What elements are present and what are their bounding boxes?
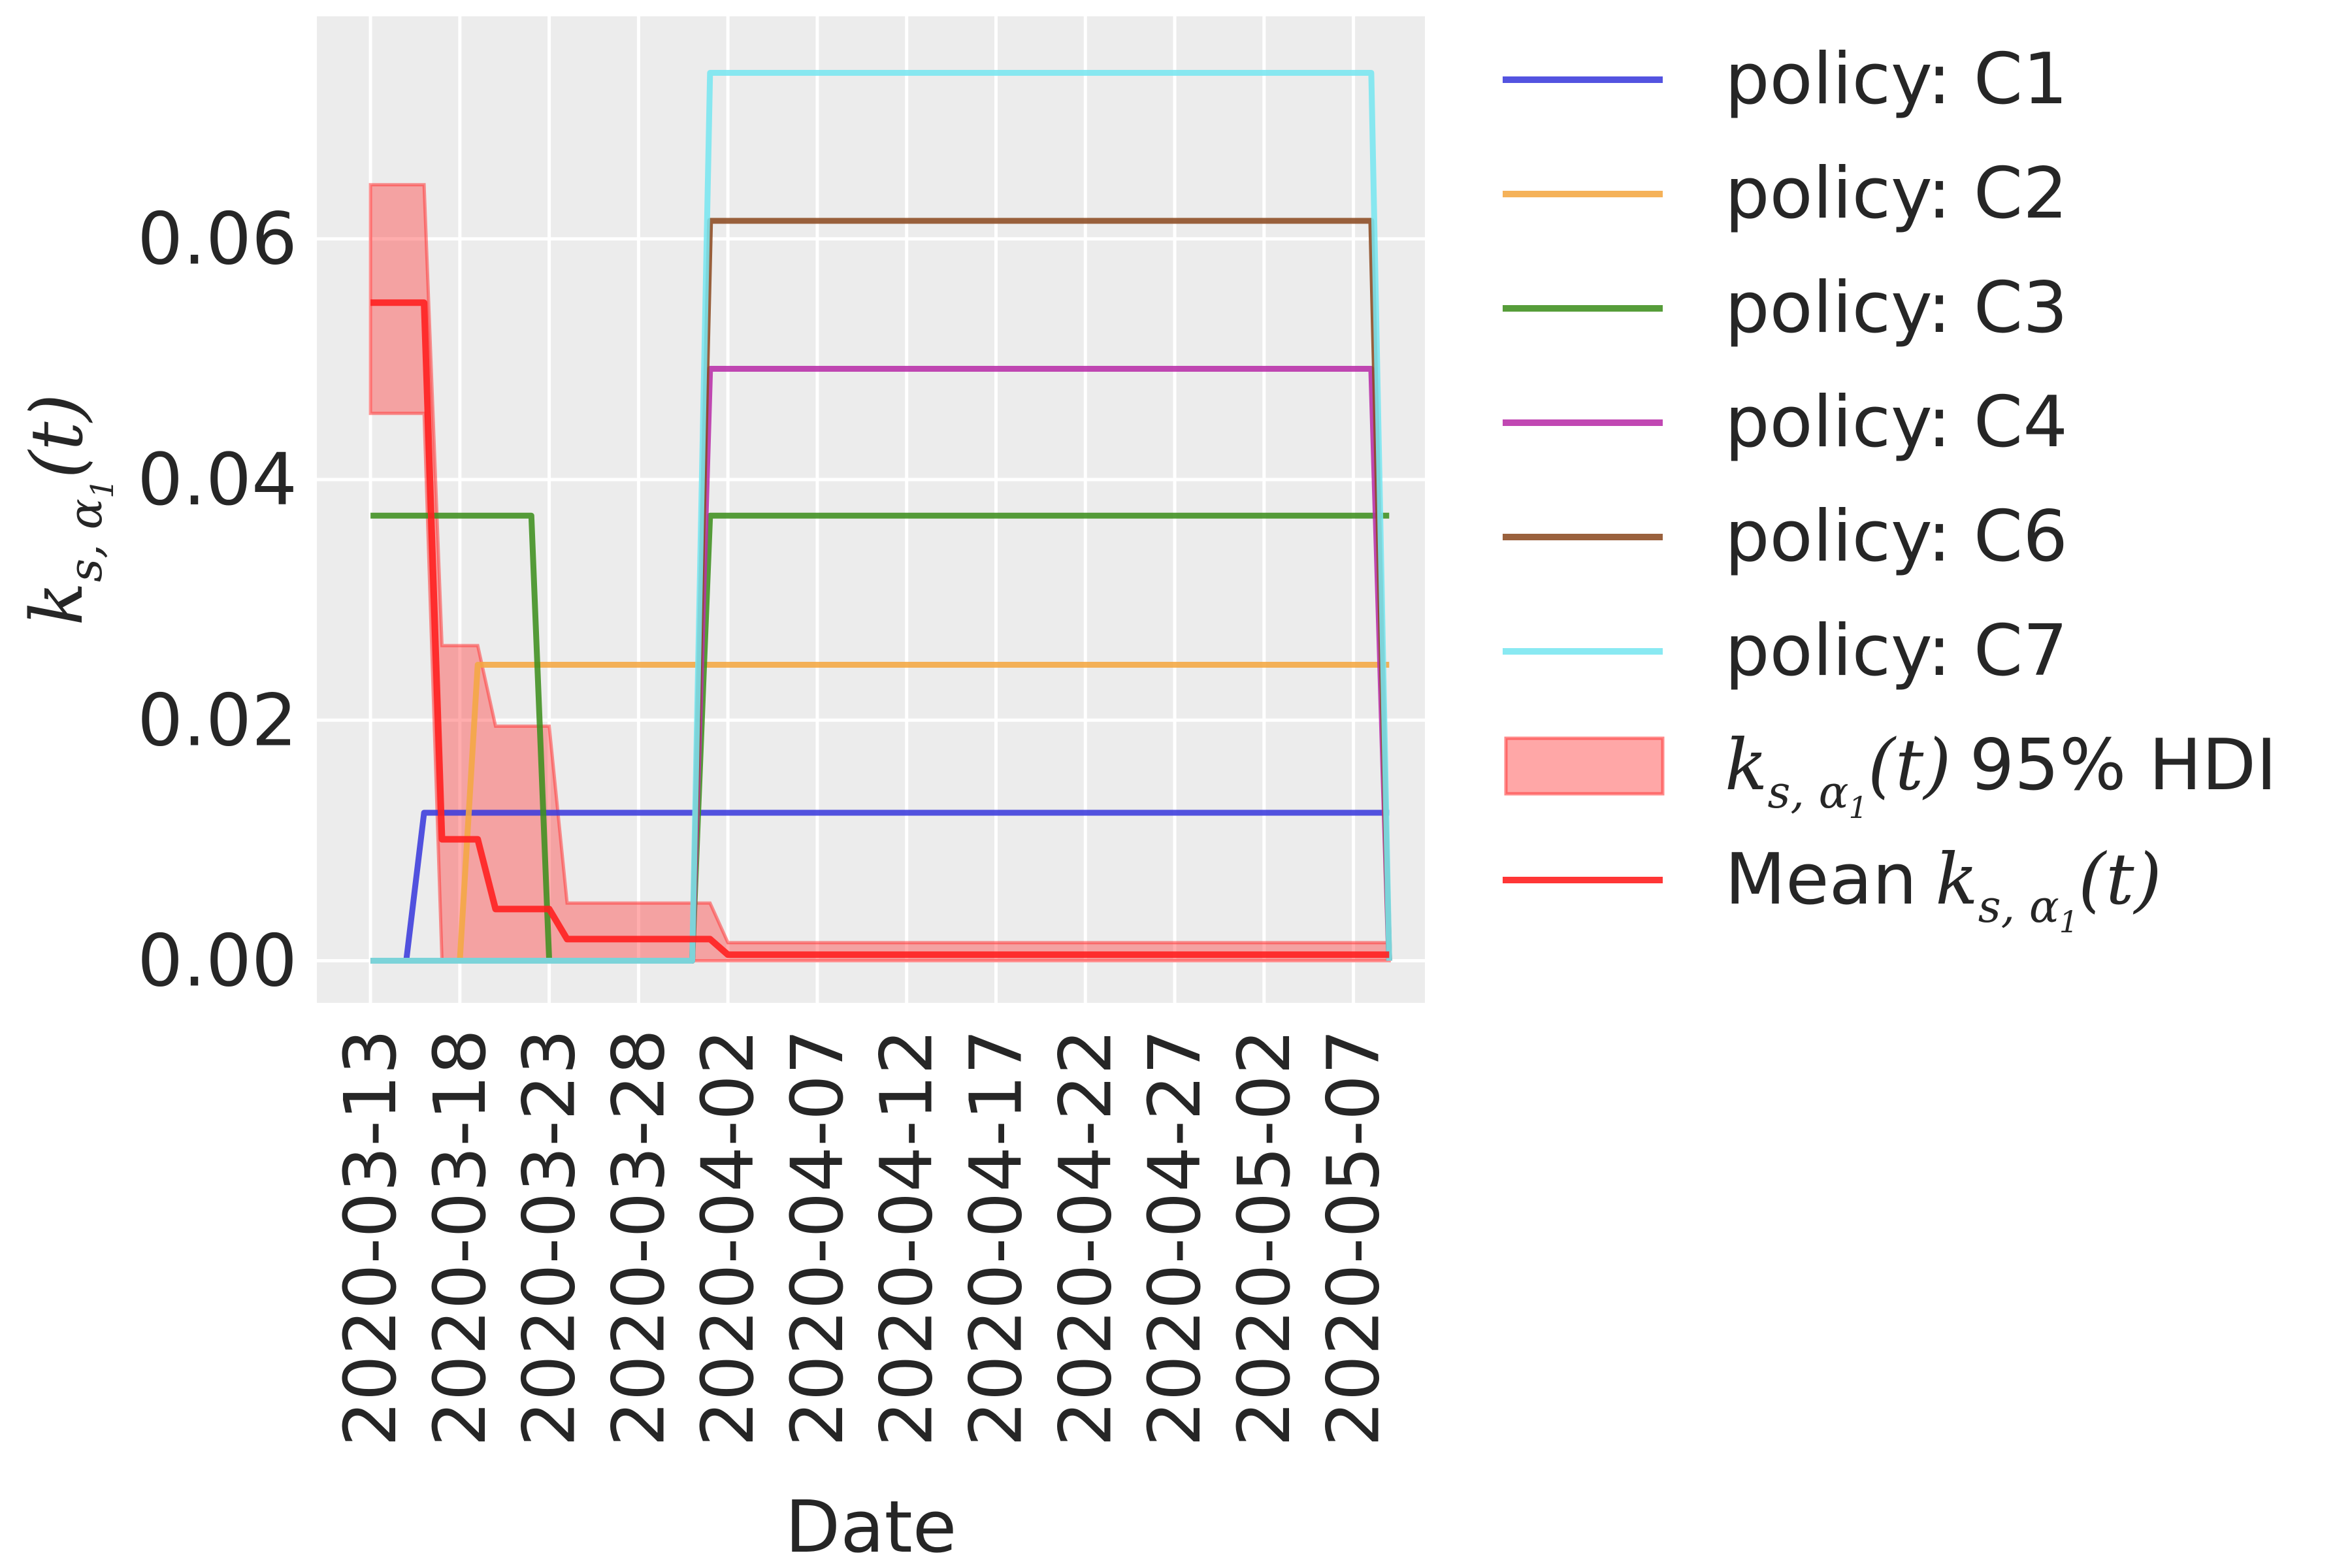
x-tick-labels: 2020-03-13 2020-03-18 2020-03-23 2020-03-28…: [329, 1029, 1396, 1446]
x-tick-label: 2020-04-27: [1133, 1029, 1217, 1446]
x-tick-label: 2020-03-23: [508, 1029, 591, 1446]
plot-area: [317, 16, 1425, 1003]
grid: [317, 16, 1425, 1003]
x-tick-label: 2020-03-13: [329, 1029, 412, 1446]
x-tick-label: 2020-03-28: [596, 1029, 680, 1446]
legend-swatch-hdi: [1504, 736, 1665, 796]
x-tick-label: 2020-05-02: [1222, 1029, 1306, 1446]
legend-label-c6: policy: C6: [1725, 496, 2068, 578]
x-axis-label: Date: [785, 1485, 957, 1568]
mean-line: [370, 299, 1390, 958]
x-tick-label: 2020-04-12: [865, 1029, 949, 1446]
legend-label-c1: policy: C1: [1725, 39, 2068, 120]
x-tick-label: 2020-05-07: [1312, 1029, 1396, 1446]
x-tick-label: 2020-04-07: [776, 1029, 859, 1446]
legend-label-c7: policy: C7: [1725, 610, 2068, 692]
y-tick-label: 0.00: [137, 919, 297, 1003]
y-tick-label: 0.04: [137, 438, 297, 521]
series-layer: [368, 70, 1392, 964]
y-tick-labels: 0.00 0.02 0.04 0.06: [137, 197, 297, 1003]
svg-text:ks, α1(t): ks, α1(t): [15, 394, 121, 626]
legend-label-c4: policy: C4: [1725, 382, 2068, 463]
x-tick-label: 2020-04-22: [1043, 1029, 1127, 1446]
legend-label-mean: Mean ks, α1(t): [1725, 839, 2162, 939]
legend-label-c2: policy: C2: [1725, 153, 2068, 235]
x-tick-label: 2020-04-17: [954, 1029, 1037, 1446]
x-tick-label: 2020-03-18: [418, 1029, 502, 1446]
x-tick-label: 2020-04-02: [686, 1029, 770, 1446]
legend: policy: C1 policy: C2 policy: C3 policy:…: [1503, 39, 2277, 939]
y-tick-label: 0.02: [137, 678, 297, 762]
y-tick-label: 0.06: [137, 197, 297, 281]
legend-label-c3: policy: C3: [1725, 267, 2068, 349]
legend-label-hdi: ks, α1(t) 95% HDI: [1725, 725, 2277, 825]
y-axis-label: ks, α1(t): [15, 394, 121, 626]
series-line-c7: [370, 70, 1392, 964]
